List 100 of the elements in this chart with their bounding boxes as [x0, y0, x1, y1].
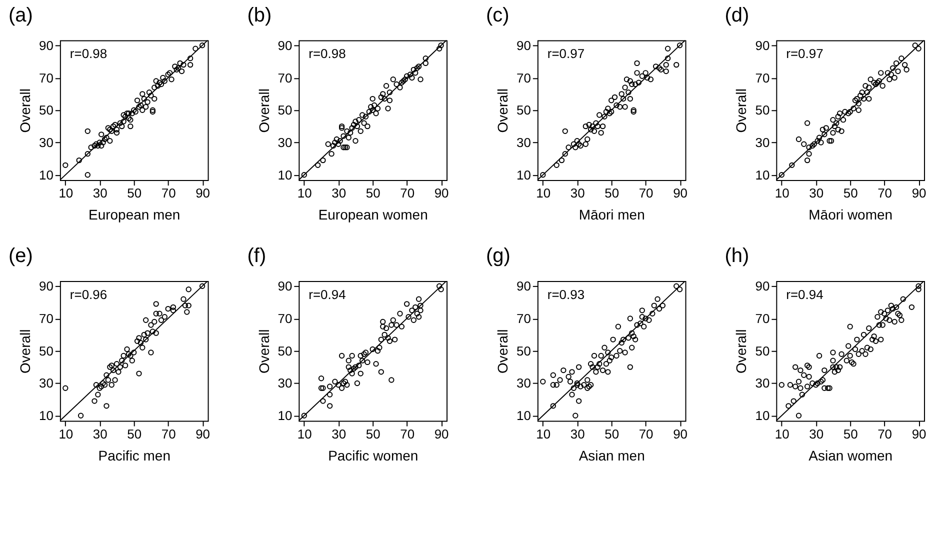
point: [642, 70, 648, 76]
y-tick-label: 70: [278, 70, 292, 86]
x-tick-label: 30: [92, 426, 108, 442]
annotation: r=0.98: [308, 46, 346, 62]
x-tick-label: 70: [638, 186, 654, 201]
x-tick-label: 30: [570, 186, 585, 201]
x-tick-label: 90: [673, 426, 688, 442]
y-tick-label: 50: [755, 102, 770, 118]
y-tick-label: 90: [516, 38, 531, 53]
point: [605, 106, 611, 112]
x-tick-label: 50: [366, 426, 380, 442]
point: [131, 350, 137, 356]
point: [624, 76, 630, 82]
x-tick-label: 70: [161, 186, 176, 201]
chart-title: (c): [486, 4, 510, 26]
chart-title: (b): [247, 4, 272, 26]
annotation: r=0.98: [70, 46, 108, 62]
y-tick-label: 70: [39, 310, 54, 326]
point: [562, 151, 568, 157]
x-tick-label: 10: [58, 426, 74, 442]
point: [586, 122, 592, 128]
point: [96, 385, 102, 391]
y-tick-label: 10: [755, 408, 770, 424]
point: [142, 336, 149, 342]
point: [603, 108, 610, 115]
point: [114, 360, 120, 367]
point: [138, 340, 144, 346]
point: [632, 81, 638, 88]
x-tick-label: 70: [878, 426, 892, 442]
point: [180, 296, 186, 302]
point: [588, 126, 594, 132]
y-axis-title: Overall: [494, 88, 510, 133]
y-tick-label: 90: [39, 38, 54, 53]
point: [620, 96, 626, 102]
point: [618, 91, 624, 97]
point: [104, 372, 110, 378]
y-tick-label: 70: [516, 310, 531, 326]
y-axis-title: Overall: [733, 88, 750, 133]
point: [158, 317, 164, 323]
x-tick-label: 10: [297, 186, 312, 201]
x-tick-label: 90: [912, 186, 926, 201]
point: [652, 64, 659, 70]
y-tick-label: 50: [516, 343, 531, 358]
y-axis-title: Overall: [256, 88, 272, 133]
y-axis-title: Overall: [256, 329, 272, 374]
point: [626, 89, 632, 96]
x-tick-label: 90: [434, 426, 449, 442]
point: [124, 346, 130, 352]
point: [630, 107, 636, 113]
point: [639, 73, 645, 79]
x-tick-label: 30: [809, 426, 824, 442]
point: [572, 144, 578, 150]
chart-title: (e): [8, 245, 33, 268]
point: [540, 172, 546, 178]
point: [674, 62, 680, 68]
point: [634, 60, 640, 66]
point: [100, 380, 106, 386]
point: [627, 78, 634, 84]
point: [128, 352, 134, 359]
y-tick-label: 70: [755, 70, 770, 86]
point: [629, 81, 635, 88]
x-axis-title: Māori men: [578, 206, 645, 223]
y-tick-label: 70: [755, 310, 770, 326]
point: [92, 398, 98, 404]
point: [664, 56, 671, 62]
point: [612, 94, 618, 100]
x-tick-label: 30: [809, 186, 824, 201]
annotation: r=0.94: [308, 286, 346, 302]
x-tick-label: 50: [127, 186, 142, 201]
point: [105, 377, 112, 383]
point: [186, 302, 192, 308]
x-tick-label: 30: [332, 186, 346, 201]
point: [584, 136, 590, 142]
y-tick-label: 30: [755, 135, 770, 150]
point: [136, 370, 142, 376]
point: [590, 123, 596, 130]
point: [156, 310, 162, 316]
annotation: r=0.97: [786, 46, 824, 62]
x-tick-label: 10: [536, 186, 551, 201]
point: [170, 308, 176, 314]
point: [116, 369, 122, 375]
y-tick-label: 10: [516, 408, 531, 424]
x-axis-title: European women: [318, 206, 428, 223]
point: [140, 344, 146, 350]
point: [153, 301, 159, 307]
point: [129, 358, 135, 364]
chart-title: (g): [486, 245, 510, 268]
point: [152, 318, 158, 325]
x-tick-label: 90: [673, 186, 688, 201]
point: [93, 382, 100, 388]
point: [593, 120, 599, 126]
point: [98, 384, 104, 390]
point: [141, 332, 147, 338]
y-tick-label: 10: [278, 408, 292, 424]
y-tick-label: 30: [516, 135, 531, 150]
point: [602, 114, 608, 120]
x-axis-title: Pacific women: [328, 447, 418, 464]
point: [117, 364, 124, 370]
annotation: r=0.93: [547, 286, 585, 302]
y-tick-label: 90: [278, 38, 292, 53]
